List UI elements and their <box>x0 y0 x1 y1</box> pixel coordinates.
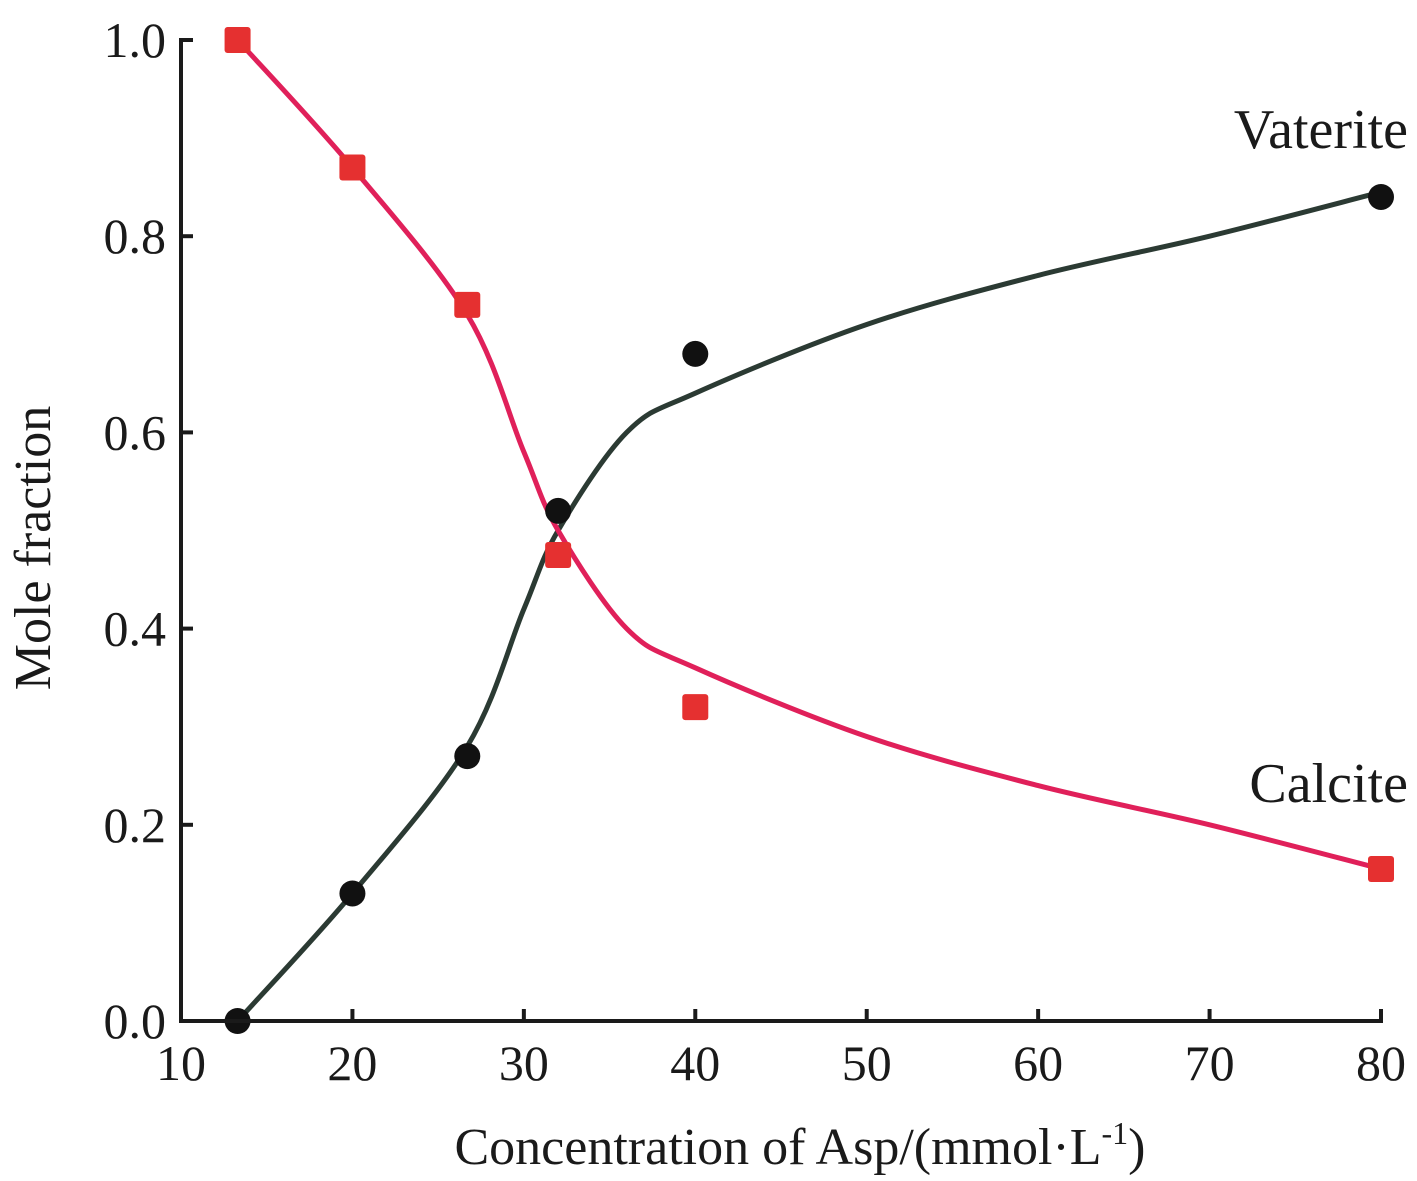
x-tick-label: 80 <box>1356 1035 1406 1091</box>
vaterite-point <box>545 497 572 524</box>
calcite-point <box>224 27 251 53</box>
calcite-curve <box>235 37 1384 872</box>
y-tick-label: 1.0 <box>104 12 167 68</box>
axis-ticks <box>179 38 1383 1023</box>
series-markers <box>224 27 1394 1034</box>
y-tick-label: 0.4 <box>104 601 167 657</box>
vaterite-point <box>682 340 709 367</box>
x-tick-label: 40 <box>670 1035 720 1091</box>
y-tick-label: 0.0 <box>104 993 167 1049</box>
y-tick-label: 0.8 <box>104 208 167 264</box>
vaterite-label: Vaterite <box>1234 99 1408 161</box>
x-tick-label: 10 <box>156 1035 206 1091</box>
x-tick-label: 30 <box>499 1035 549 1091</box>
calcite-point <box>682 694 709 721</box>
x-tick-label: 70 <box>1185 1035 1235 1091</box>
vaterite-curve <box>235 189 1384 1024</box>
vaterite-point <box>1368 183 1394 210</box>
calcite-point <box>339 154 366 181</box>
vaterite-point <box>454 743 481 770</box>
axes <box>179 38 1383 1023</box>
calcite-point <box>1368 855 1394 882</box>
calcite-point <box>454 291 481 318</box>
x-axis-title-main: Concentration of Asp/(mmol·L <box>455 1119 1102 1176</box>
y-tick-label: 0.2 <box>104 797 167 853</box>
y-axis-title: Mole fraction <box>5 406 62 690</box>
x-tick-label: 20 <box>327 1035 377 1091</box>
calcite-point <box>545 542 572 569</box>
x-axis-title-superscript: -1 <box>1102 1115 1129 1151</box>
y-tick-label: 0.6 <box>104 404 167 460</box>
tick-labels: 10 20 30 40 50 60 70 80 0.0 0.2 0.4 0.6 0.8 1.0 <box>104 12 1407 1091</box>
vaterite-point <box>339 880 366 907</box>
x-axis-title: Concentration of Asp/(mmol·L-1) <box>455 1115 1146 1176</box>
x-tick-label: 50 <box>842 1035 892 1091</box>
x-tick-label: 60 <box>1013 1035 1063 1091</box>
series-curves <box>235 37 1384 1024</box>
calcite-label: Calcite <box>1249 753 1408 815</box>
x-axis-title-suffix: ) <box>1128 1119 1145 1176</box>
